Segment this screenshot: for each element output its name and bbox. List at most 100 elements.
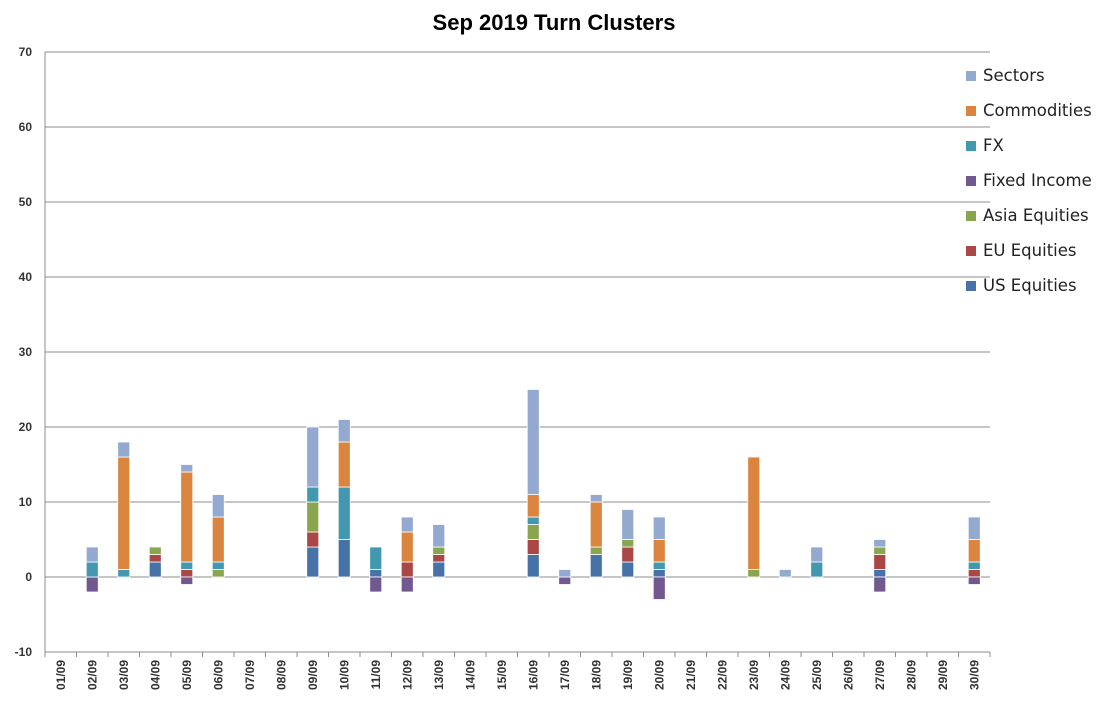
legend-label: Commodities <box>983 101 1092 120</box>
bar-segment-eu-equities <box>526 539 540 555</box>
legend-item: EU Equities <box>966 233 1092 268</box>
x-tick-label: 11/09 <box>369 660 383 690</box>
bar-segment-eu-equities <box>148 554 162 563</box>
bar-segment-eu-equities <box>180 569 194 578</box>
bar-segment-sectors <box>621 509 635 540</box>
bar-segment-fixed-income <box>180 576 194 585</box>
bar-segment-asia-equities <box>589 546 603 555</box>
bar-segment-sectors <box>337 419 351 443</box>
x-tick-label: 12/09 <box>400 660 414 690</box>
legend-item: Fixed Income <box>966 163 1092 198</box>
y-tick-label: 30 <box>19 345 33 359</box>
bar-segment-us-equities <box>873 569 887 578</box>
x-tick-label: 19/09 <box>621 660 635 690</box>
bar-segment-asia-equities <box>526 524 540 540</box>
bar-segment-commodities <box>747 456 761 570</box>
bar-segment-us-equities <box>621 561 635 578</box>
x-tick-label: 25/09 <box>810 660 824 690</box>
bar-segment-fx <box>306 486 320 503</box>
bar-segment-sectors <box>432 524 446 548</box>
y-tick-label: 0 <box>25 570 32 584</box>
y-tick-label: 20 <box>19 420 33 434</box>
bar-segment-sectors <box>967 516 981 540</box>
bar-segment-asia-equities <box>621 539 635 548</box>
x-tick-label: 26/09 <box>841 660 855 690</box>
bar-segment-sectors <box>117 441 131 458</box>
bar-segment-asia-equities <box>432 546 446 555</box>
legend-swatch <box>966 175 976 186</box>
x-tick-label: 28/09 <box>904 660 918 690</box>
bar-segment-fixed-income <box>369 576 383 593</box>
bar-segment-eu-equities <box>400 561 414 578</box>
legend-swatch <box>966 245 976 256</box>
x-tick-label: 03/09 <box>117 660 131 690</box>
bar-segment-sectors <box>400 516 414 533</box>
x-tick-label: 18/09 <box>589 660 603 690</box>
bar-segment-sectors <box>589 494 603 503</box>
legend-swatch <box>966 210 976 221</box>
y-tick-label: 40 <box>19 270 33 284</box>
bar-segment-fx <box>526 516 540 525</box>
bar-segment-eu-equities <box>306 531 320 548</box>
x-tick-label: 22/09 <box>715 660 729 690</box>
bar-segment-commodities <box>589 501 603 548</box>
bar-segment-asia-equities <box>747 569 761 578</box>
x-tick-label: 08/09 <box>274 660 288 690</box>
bar-segment-fixed-income <box>967 576 981 585</box>
y-tick-label: -10 <box>15 645 33 659</box>
x-tick-label: 14/09 <box>463 660 477 690</box>
x-tick-label: 24/09 <box>778 660 792 690</box>
x-tick-label: 23/09 <box>747 660 761 690</box>
legend-swatch <box>966 70 976 81</box>
x-tick-label: 20/09 <box>652 660 666 690</box>
bar-segment-fx <box>967 561 981 570</box>
bar-segment-us-equities <box>652 569 666 578</box>
bar-segment-sectors <box>558 569 572 578</box>
bar-segment-fixed-income <box>652 576 666 600</box>
bar-segment-commodities <box>337 441 351 488</box>
bar-segment-fx <box>337 486 351 540</box>
bar-segment-commodities <box>117 456 131 570</box>
y-tick-label: 10 <box>19 495 33 509</box>
x-tick-label: 30/09 <box>967 660 981 690</box>
bar-segment-commodities <box>211 516 225 563</box>
legend-item: Asia Equities <box>966 198 1092 233</box>
bar-segment-sectors <box>306 426 320 488</box>
bar-segment-sectors <box>652 516 666 540</box>
x-tick-label: 05/09 <box>180 660 194 690</box>
legend-label: FX <box>983 136 1004 155</box>
bar-segment-us-equities <box>306 546 320 578</box>
bar-segment-asia-equities <box>306 501 320 533</box>
x-tick-label: 04/09 <box>148 660 162 690</box>
bar-segment-commodities <box>526 494 540 518</box>
legend-label: EU Equities <box>983 241 1077 260</box>
bar-segment-commodities <box>652 539 666 563</box>
bar-segment-fx <box>810 561 824 578</box>
x-tick-label: 13/09 <box>432 660 446 690</box>
x-tick-label: 02/09 <box>85 660 99 690</box>
bar-segment-sectors <box>810 546 824 563</box>
bar-segment-fixed-income <box>85 576 99 593</box>
legend-label: Sectors <box>983 66 1045 85</box>
x-tick-label: 21/09 <box>684 660 698 690</box>
x-tick-label: 10/09 <box>337 660 351 690</box>
bar-segment-us-equities <box>148 561 162 578</box>
bar-segment-sectors <box>778 569 792 578</box>
bar-segment-fx <box>85 561 99 578</box>
bar-segment-sectors <box>873 539 887 548</box>
x-tick-label: 01/09 <box>54 660 68 690</box>
x-tick-label: 06/09 <box>211 660 225 690</box>
bar-segment-us-equities <box>369 569 383 578</box>
legend-label: Fixed Income <box>983 171 1092 190</box>
bar-segment-asia-equities <box>211 569 225 578</box>
bar-segment-sectors <box>526 389 540 495</box>
bar-segment-fixed-income <box>558 576 572 585</box>
bar-segment-us-equities <box>432 561 446 578</box>
bar-segment-eu-equities <box>432 554 446 563</box>
x-tick-label: 27/09 <box>873 660 887 690</box>
bar-segment-fx <box>369 546 383 570</box>
legend-item: Commodities <box>966 93 1092 128</box>
legend-swatch <box>966 140 976 151</box>
bar-segment-sectors <box>85 546 99 563</box>
